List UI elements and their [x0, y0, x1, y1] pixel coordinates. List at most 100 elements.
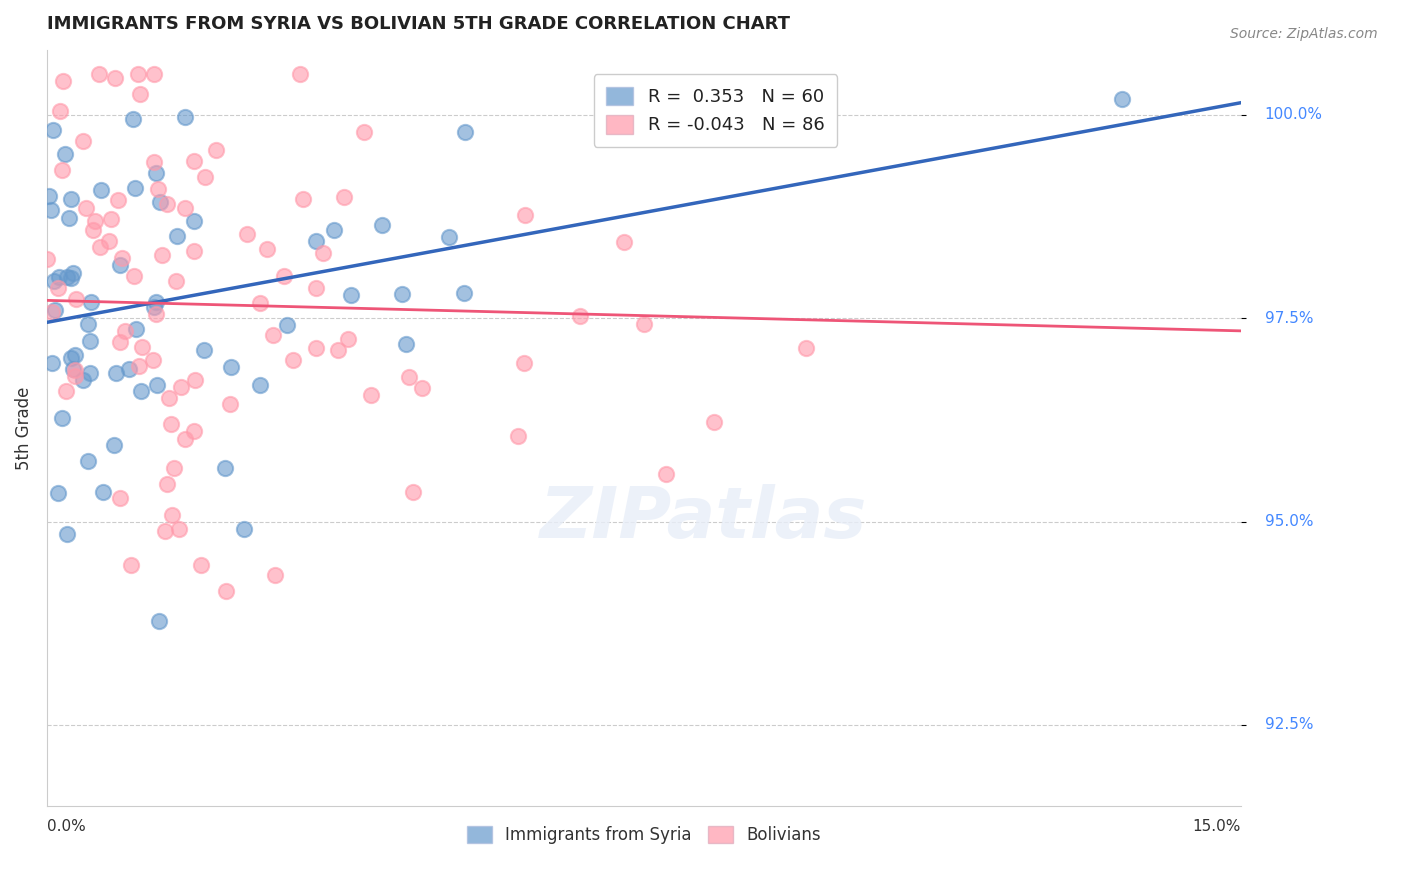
Bolivians [398, 369, 420, 384]
Y-axis label: 5th Grade: 5th Grade [15, 386, 32, 470]
Immigrants from Syria [145, 377, 167, 392]
Bolivians [360, 388, 382, 402]
Bolivians [122, 268, 145, 283]
Bolivians [145, 307, 167, 321]
Bolivians [703, 415, 725, 429]
Immigrants from Syria [105, 366, 128, 380]
Bolivians [55, 384, 77, 399]
Bolivians [150, 248, 173, 262]
Bolivians [183, 424, 205, 438]
Bolivians [332, 190, 354, 204]
Immigrants from Syria [391, 286, 413, 301]
Bolivians [49, 103, 72, 118]
Bolivians [568, 309, 591, 323]
Bolivians [111, 252, 134, 266]
Immigrants from Syria [249, 378, 271, 392]
Bolivians [156, 197, 179, 211]
Bolivians [110, 491, 132, 505]
Bolivians [312, 245, 335, 260]
Immigrants from Syria [48, 269, 70, 284]
Bolivians [194, 170, 217, 185]
Bolivians [103, 71, 125, 86]
Immigrants from Syria [276, 318, 298, 333]
Bolivians [37, 252, 59, 266]
Bolivians [508, 429, 530, 443]
Bolivians [273, 268, 295, 283]
Bolivians [256, 242, 278, 256]
Bolivians [249, 295, 271, 310]
Immigrants from Syria [79, 366, 101, 380]
Bolivians [167, 522, 190, 536]
Bolivians [157, 392, 180, 406]
Immigrants from Syria [439, 230, 461, 244]
Immigrants from Syria [233, 522, 256, 536]
Bolivians [52, 73, 75, 87]
Bolivians [63, 369, 86, 384]
Immigrants from Syria [148, 615, 170, 629]
Immigrants from Syria [56, 526, 79, 541]
Bolivians [173, 432, 195, 446]
Immigrants from Syria [454, 125, 477, 139]
Bolivians [165, 274, 187, 288]
Bolivians [262, 327, 284, 342]
Bolivians [82, 223, 104, 237]
Bolivians [89, 240, 111, 254]
Bolivians [214, 583, 236, 598]
Immigrants from Syria [58, 211, 80, 225]
Bolivians [184, 373, 207, 387]
Immigrants from Syria [219, 360, 242, 375]
Bolivians [328, 343, 350, 357]
Bolivians [337, 332, 360, 346]
Bolivians [87, 67, 110, 81]
Bolivians [46, 281, 69, 295]
Bolivians [65, 363, 87, 377]
Immigrants from Syria [145, 166, 167, 180]
Text: Source: ZipAtlas.com: Source: ZipAtlas.com [1230, 27, 1378, 41]
Immigrants from Syria [41, 123, 63, 137]
Bolivians [41, 304, 63, 318]
Legend: R =  0.353   N = 60, R = -0.043   N = 86: R = 0.353 N = 60, R = -0.043 N = 86 [593, 74, 838, 147]
Immigrants from Syria [62, 266, 84, 280]
Immigrants from Syria [53, 146, 76, 161]
Bolivians [76, 201, 98, 215]
Immigrants from Syria [125, 321, 148, 335]
Text: IMMIGRANTS FROM SYRIA VS BOLIVIAN 5TH GRADE CORRELATION CHART: IMMIGRANTS FROM SYRIA VS BOLIVIAN 5TH GR… [46, 15, 790, 33]
Bolivians [65, 292, 87, 306]
Text: 92.5%: 92.5% [1265, 717, 1313, 732]
Bolivians [153, 524, 176, 539]
Bolivians [613, 235, 636, 250]
Bolivians [120, 558, 142, 573]
Immigrants from Syria [60, 351, 83, 365]
Immigrants from Syria [103, 438, 125, 452]
Immigrants from Syria [77, 454, 100, 468]
Bolivians [128, 359, 150, 373]
Immigrants from Syria [371, 218, 394, 232]
Bolivians [131, 340, 153, 354]
Bolivians [146, 182, 169, 196]
Bolivians [281, 352, 304, 367]
Bolivians [174, 201, 197, 215]
Bolivians [163, 461, 186, 475]
Bolivians [633, 317, 655, 331]
Bolivians [83, 214, 105, 228]
Immigrants from Syria [62, 362, 84, 376]
Bolivians [513, 356, 536, 370]
Immigrants from Syria [1111, 92, 1133, 106]
Immigrants from Syria [44, 303, 66, 318]
Bolivians [72, 135, 94, 149]
Bolivians [218, 397, 240, 411]
Immigrants from Syria [145, 294, 167, 309]
Bolivians [264, 567, 287, 582]
Immigrants from Syria [90, 183, 112, 197]
Immigrants from Syria [51, 411, 73, 425]
Immigrants from Syria [77, 317, 100, 331]
Immigrants from Syria [79, 334, 101, 348]
Immigrants from Syria [46, 486, 69, 500]
Bolivians [305, 342, 328, 356]
Text: 0.0%: 0.0% [46, 819, 86, 833]
Bolivians [114, 324, 136, 338]
Text: 97.5%: 97.5% [1265, 310, 1313, 326]
Immigrants from Syria [122, 112, 145, 126]
Bolivians [156, 477, 179, 491]
Bolivians [402, 484, 425, 499]
